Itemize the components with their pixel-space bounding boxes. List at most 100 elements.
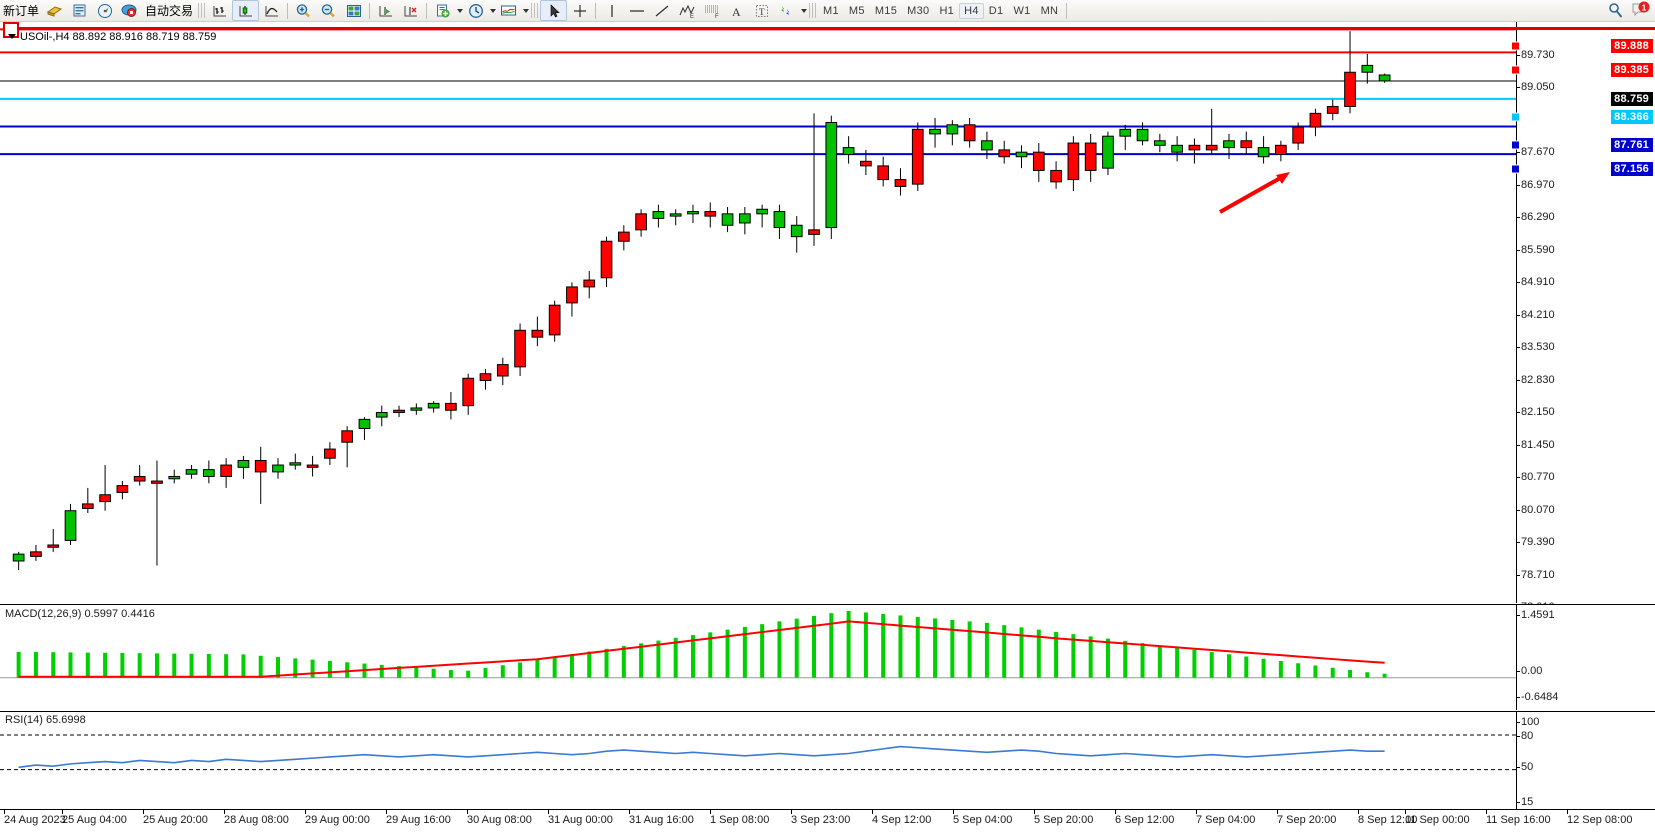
indicators-icon[interactable] xyxy=(430,1,455,20)
macd-pane[interactable]: MACD(12,26,9) 0.5997 0.4416 1.4591 0.00 -0… xyxy=(0,604,1655,710)
search-icon[interactable] xyxy=(1607,2,1625,20)
rsi-pane[interactable]: RSI(14) 65.6998 100 80 50 15 xyxy=(0,711,1655,810)
fibonacci-icon[interactable]: F xyxy=(699,1,724,20)
price-tick: 84.210 xyxy=(1517,309,1555,321)
time-tick-mark xyxy=(1196,810,1197,814)
time-tick: 29 Aug 16:00 xyxy=(386,814,451,826)
autotrading-button[interactable]: 自动交易 xyxy=(145,4,194,18)
rsi-axis: 100 80 50 15 xyxy=(1516,712,1655,810)
notification-badge[interactable]: 1 xyxy=(1629,1,1651,20)
text-icon[interactable]: A xyxy=(724,1,749,20)
price-level-handle[interactable] xyxy=(1511,41,1520,51)
price-plot[interactable] xyxy=(0,22,1517,603)
time-tick: 7 Sep 04:00 xyxy=(1196,814,1256,826)
time-tick: 31 Aug 16:00 xyxy=(629,814,694,826)
svg-text:F: F xyxy=(715,14,719,19)
periods-icon[interactable] xyxy=(463,1,488,20)
time-tick-mark xyxy=(710,810,711,814)
time-axis[interactable]: 24 Aug 2023 25 Aug 04:00 25 Aug 20:00 28 Au… xyxy=(0,809,1655,834)
timeframe-d1[interactable]: D1 xyxy=(988,4,1004,17)
price-level-handle[interactable] xyxy=(1511,112,1520,122)
price-tick: 87.670 xyxy=(1517,146,1555,158)
vertical-line-icon[interactable] xyxy=(599,1,624,20)
templates-dropdown-caret[interactable] xyxy=(523,8,530,13)
time-tick-mark xyxy=(62,810,63,814)
tile-windows-icon[interactable] xyxy=(341,1,366,20)
templates-icon[interactable] xyxy=(496,1,521,20)
cursor-icon[interactable] xyxy=(540,0,568,21)
time-tick: 11 Sep 16:00 xyxy=(1486,814,1551,826)
price-level-handle[interactable] xyxy=(1511,140,1520,150)
auto-scroll-icon[interactable] xyxy=(398,1,423,20)
horizontal-line-icon[interactable] xyxy=(624,1,649,20)
time-tick: 12 Sep 08:00 xyxy=(1567,814,1633,826)
time-tick-mark xyxy=(224,810,225,814)
price-level-handle[interactable] xyxy=(1511,65,1520,75)
rsi-plot[interactable]: RSI(14) 65.6998 xyxy=(0,712,1517,810)
bar-chart-icon[interactable] xyxy=(207,1,232,20)
shapes-icon[interactable] xyxy=(774,1,799,20)
price-level-label-support[interactable]: 87.156 xyxy=(1611,162,1653,176)
chart-area[interactable]: 89.730 89.050 87.670 86.970 86.290 85.590 84.9… xyxy=(0,21,1655,834)
timeframe-mn[interactable]: MN xyxy=(1040,4,1059,17)
zoom-out-icon[interactable] xyxy=(316,1,341,20)
time-tick-mark xyxy=(791,810,792,814)
crosshair-icon[interactable] xyxy=(567,1,592,20)
price-level-label-resistance[interactable]: 89.385 xyxy=(1611,63,1653,77)
indicators-dropdown-caret[interactable] xyxy=(457,8,464,13)
autotrading-icon[interactable] xyxy=(117,1,142,20)
time-tick: 25 Aug 20:00 xyxy=(143,814,208,826)
timeframe-h4[interactable]: H4 xyxy=(959,2,984,19)
time-tick: 29 Aug 00:00 xyxy=(305,814,370,826)
shapes-dropdown-caret[interactable] xyxy=(801,8,808,13)
shift-end-icon[interactable] xyxy=(373,1,398,20)
toolbar-separator-3 xyxy=(809,3,817,18)
text-label-icon[interactable]: T xyxy=(749,1,774,20)
time-tick: 3 Sep 23:00 xyxy=(791,814,851,826)
line-chart-icon[interactable] xyxy=(259,1,284,20)
price-level-label-support[interactable]: 87.761 xyxy=(1611,138,1653,152)
toolbar-divider-3 xyxy=(426,2,428,19)
time-tick: 7 Sep 20:00 xyxy=(1277,814,1337,826)
expert-advisor-icon[interactable] xyxy=(42,1,67,20)
navigator-icon[interactable] xyxy=(92,1,117,20)
data-window-icon[interactable] xyxy=(67,1,92,20)
price-pane[interactable]: 89.730 89.050 87.670 86.970 86.290 85.590 84.9… xyxy=(0,22,1655,646)
timeframe-m5[interactable]: M5 xyxy=(848,4,865,17)
timeframe-m15[interactable]: M15 xyxy=(874,4,898,17)
time-tick: 5 Sep 04:00 xyxy=(953,814,1013,826)
price-level-handle[interactable] xyxy=(1511,164,1520,174)
time-tick-mark xyxy=(4,810,5,814)
macd-plot[interactable]: MACD(12,26,9) 0.5997 0.4416 xyxy=(0,605,1517,710)
candlestick-chart-icon[interactable] xyxy=(232,0,260,21)
zoom-in-icon[interactable] xyxy=(291,1,316,20)
time-tick-mark xyxy=(953,810,954,814)
svg-text:A: A xyxy=(732,5,741,19)
notification-count: 1 xyxy=(1642,4,1647,13)
trendline-icon[interactable] xyxy=(649,1,674,20)
price-level-label-last-price[interactable]: 88.759 xyxy=(1611,92,1653,106)
elliott-wave-icon[interactable]: E xyxy=(674,1,699,20)
price-level-label-resistance[interactable]: 89.888 xyxy=(1611,39,1653,53)
macd-chart xyxy=(0,610,1517,679)
price-level-label-cyan-level[interactable]: 88.366 xyxy=(1611,110,1653,124)
price-axis[interactable]: 89.730 89.050 87.670 86.970 86.290 85.590 84.9… xyxy=(1511,22,1655,646)
time-tick: 1 Sep 08:00 xyxy=(710,814,770,826)
timeframe-m1[interactable]: M1 xyxy=(823,4,839,17)
rsi-tick: 100 xyxy=(1516,716,1540,728)
timeframe-group: M1 M5 M15 M30 H1 H4 D1 W1 MN xyxy=(818,2,1063,19)
macd-axis: 1.4591 0.00 -0.6484 xyxy=(1516,605,1655,710)
price-tick: 85.590 xyxy=(1517,244,1555,256)
symbol-collapse-arrow[interactable] xyxy=(8,34,16,39)
svg-text:E: E xyxy=(690,14,694,19)
time-tick: 25 Aug 04:00 xyxy=(62,814,127,826)
time-tick-mark xyxy=(1405,810,1406,814)
price-tick: 80.770 xyxy=(1517,471,1555,483)
timeframe-m30[interactable]: M30 xyxy=(907,4,930,17)
new-order-button[interactable]: 新订单 xyxy=(3,4,40,18)
timeframe-h1[interactable]: H1 xyxy=(939,4,955,17)
time-tick-mark xyxy=(1115,810,1116,814)
timeframe-w1[interactable]: W1 xyxy=(1013,4,1031,17)
price-tick: 78.710 xyxy=(1517,569,1555,581)
periods-dropdown-caret[interactable] xyxy=(490,8,497,13)
